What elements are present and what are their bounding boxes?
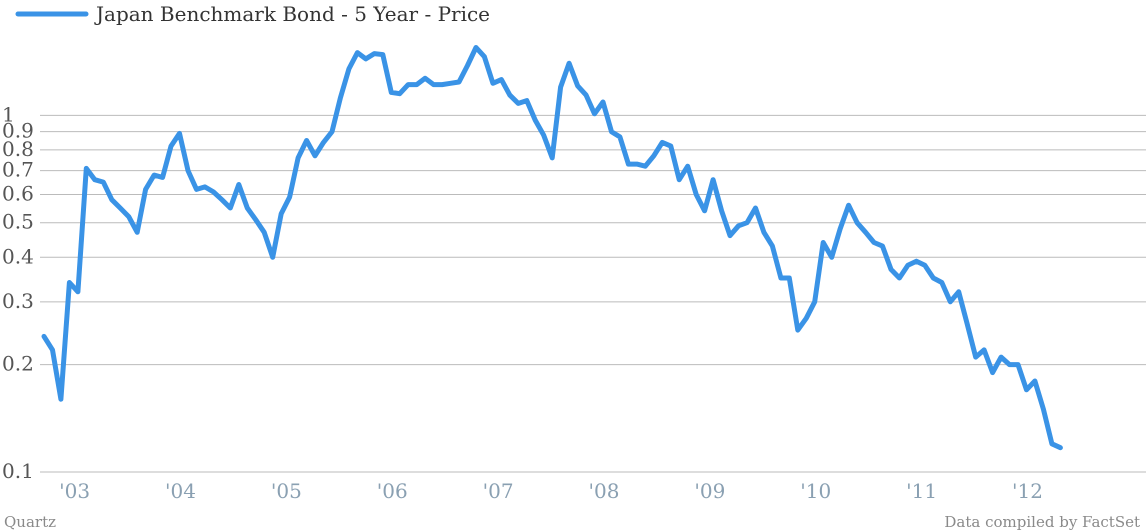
x-tick-label: '06	[377, 479, 408, 503]
x-tick-label: '12	[1012, 479, 1043, 503]
legend-label: Japan Benchmark Bond - 5 Year - Price	[94, 2, 490, 26]
y-tick-label: 0.5	[2, 210, 34, 234]
footer-source: Data compiled by FactSet	[944, 513, 1140, 531]
gridlines	[40, 114, 1146, 473]
y-axis-ticks: 0.1 0.2 0.3 0.4 0.5 0.60.70.80.91	[2, 102, 34, 483]
x-tick-label: '09	[694, 479, 725, 503]
series-line	[41, 45, 1063, 451]
y-tick-label: 0.2	[2, 352, 34, 376]
x-tick-label: '05	[271, 479, 302, 503]
footer-brand: Quartz	[4, 513, 56, 531]
series-layer	[41, 45, 1063, 451]
x-tick-label: '07	[483, 479, 514, 503]
y-tick-label: 0.1	[2, 459, 34, 483]
x-tick-label: '08	[589, 479, 620, 503]
y-tick-label: 0.8	[2, 137, 34, 161]
y-tick-label: 0.4	[2, 244, 34, 268]
x-tick-label: '11	[906, 479, 937, 503]
x-tick-label: '04	[165, 479, 196, 503]
x-tick-label: '03	[59, 479, 90, 503]
y-tick-label: 0.3	[2, 289, 34, 313]
y-tick-label: 0.6	[2, 181, 34, 205]
x-tick-label: '10	[800, 479, 831, 503]
legend: Japan Benchmark Bond - 5 Year - Price	[15, 2, 490, 26]
y-tick-label: 0.9	[2, 119, 34, 143]
x-axis-ticks: '03 '04 '05 '06 '07 '08 '09 '10 '11 '12	[59, 479, 1043, 503]
y-tick-label: 1	[2, 102, 15, 126]
y-tick-label: 0.7	[2, 158, 34, 182]
